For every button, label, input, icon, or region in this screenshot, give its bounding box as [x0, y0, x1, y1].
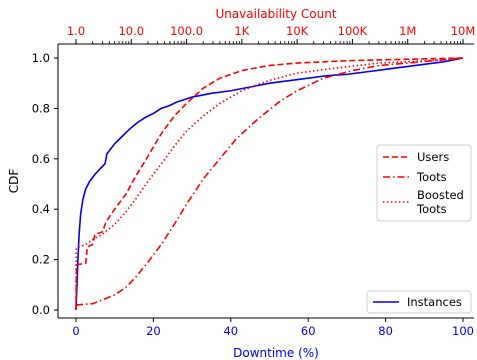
top-tick-label: 100K: [338, 24, 368, 38]
top-tick-label: 10.0: [118, 24, 144, 38]
plot-lines: [75, 57, 464, 311]
y-axis-title: CDF: [7, 169, 21, 194]
top-tick-label: 1K: [234, 24, 249, 38]
y-tick-label: 0.2: [32, 253, 50, 267]
top-tick-label: 1.0: [67, 24, 85, 38]
y-tick-label: 0.4: [32, 202, 50, 216]
legend-label-instances: Instances: [407, 295, 462, 309]
top-tick-label: 10K: [286, 24, 309, 38]
legend-label-users: Users: [417, 150, 449, 164]
series-line-users: [75, 57, 464, 311]
y-tick-label: 0.6: [32, 152, 50, 166]
legend-label-boosted-line2: Toots: [416, 202, 447, 216]
axes: 0 20 40 60 80 100 Downtime (%) 0.0 0.2 0.4 0.6 0.8 1…: [7, 7, 475, 360]
legend-label-boosted-line1: Boosted: [417, 188, 464, 202]
series-line-instances: [75, 57, 464, 311]
x-tick-label: 60: [301, 324, 316, 338]
top-tick-label: 10M: [451, 24, 476, 38]
top-axis-title: Unavailability Count: [215, 7, 336, 21]
x-tick-label: 100: [452, 324, 474, 338]
y-tick-label: 0.8: [32, 101, 50, 115]
legend-box-instances: [366, 290, 472, 314]
x-tick-label: 20: [146, 324, 161, 338]
legend-label-toots: Toots: [416, 170, 447, 184]
y-tick-label: 0.0: [32, 303, 50, 317]
top-tick-label: 100.0: [170, 24, 203, 38]
y-tick-label: 1.0: [32, 51, 50, 65]
x-tick-label: 80: [378, 324, 393, 338]
series-line-toots: [75, 57, 464, 306]
x-tick-label: 0: [72, 324, 79, 338]
series-line-boosted-toots: [75, 57, 464, 311]
x-tick-label: 40: [223, 324, 238, 338]
top-tick-label: 1M: [399, 24, 416, 38]
x-axis-title: Downtime (%): [233, 346, 319, 360]
